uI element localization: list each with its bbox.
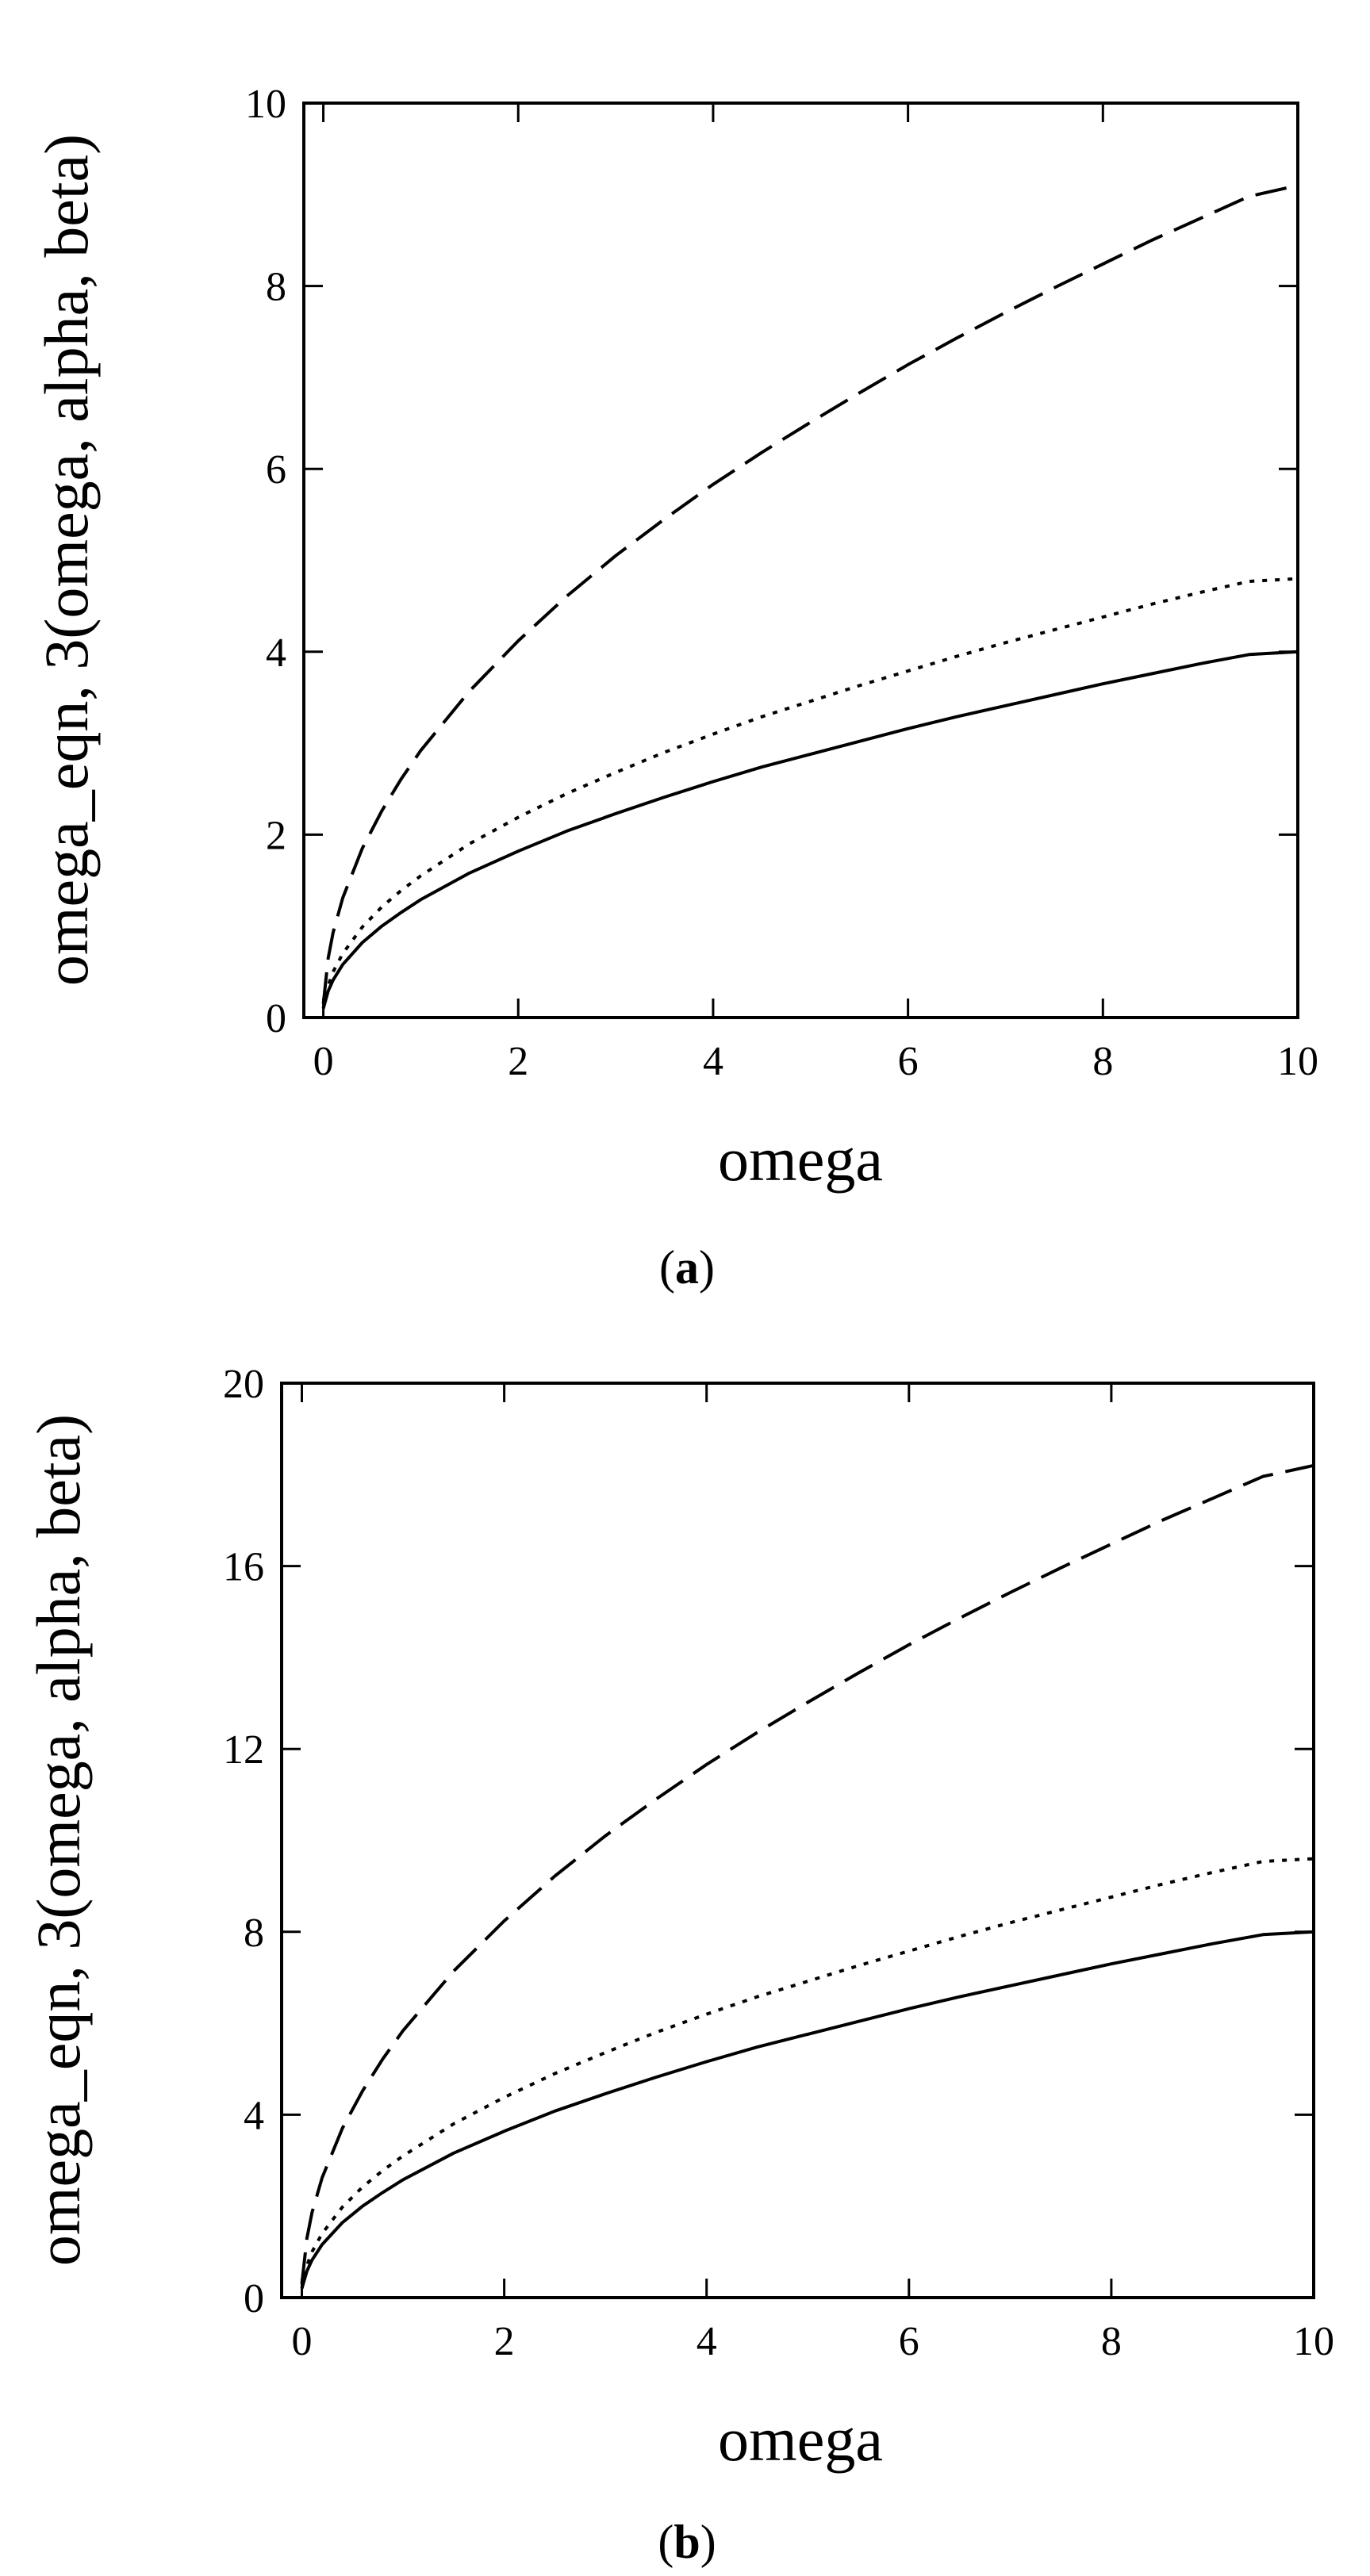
x-tick-label-b-0: 0 <box>292 2319 313 2364</box>
y-tick-label-a-2: 2 <box>266 813 286 858</box>
y-tick-label-a-8: 8 <box>266 265 286 310</box>
y-tick-label-a-6: 6 <box>266 447 286 493</box>
series-line-b-solid <box>300 1930 1314 2290</box>
panel-label-b: (b) <box>658 2516 716 2568</box>
axis-ticks-b: 0 2 4 6 8 10 0 4 8 12 16 20 <box>223 1362 1334 2364</box>
x-tick-label-a-6: 6 <box>898 1039 919 1084</box>
x-tick-label-a-10: 10 <box>1277 1039 1318 1084</box>
series-line-a-dotted <box>321 577 1299 1009</box>
x-axis-title-a: omega <box>718 1125 883 1194</box>
panel-b: 0 2 4 6 8 10 0 4 8 12 16 20 omega omega_eqn, 3(omeg… <box>24 1362 1334 2568</box>
y-tick-label-b-4: 4 <box>244 2093 264 2138</box>
plot-frame-a <box>302 102 1299 1019</box>
series-line-a-dashed <box>321 183 1299 1004</box>
x-tick-label-b-10: 10 <box>1293 2319 1334 2364</box>
series-line-a-solid <box>321 650 1299 1010</box>
y-axis-title-b: omega_eqn, 3(omega, alpha, beta) <box>24 1414 93 2266</box>
x-tick-label-b-4: 4 <box>697 2319 717 2364</box>
x-tick-label-a-0: 0 <box>313 1039 334 1084</box>
x-axis-title-b: omega <box>718 2405 883 2474</box>
x-tick-label-a-8: 8 <box>1092 1039 1113 1084</box>
series-group-b <box>300 1463 1314 2290</box>
x-tick-label-a-2: 2 <box>508 1039 528 1084</box>
y-tick-label-b-0: 0 <box>244 2276 264 2321</box>
x-tick-label-b-8: 8 <box>1101 2319 1122 2364</box>
y-tick-label-a-4: 4 <box>266 631 286 676</box>
x-tick-label-b-2: 2 <box>494 2319 515 2364</box>
y-tick-label-b-20: 20 <box>223 1362 264 1407</box>
y-tick-label-b-16: 16 <box>223 1545 264 1590</box>
y-axis-title-a: omega_eqn, 3(omega, alpha, beta) <box>32 134 101 986</box>
x-tick-label-b-6: 6 <box>899 2319 919 2364</box>
axis-ticks-a: 0 2 4 6 8 10 0 2 4 6 8 10 <box>245 82 1318 1084</box>
series-group-a <box>321 183 1299 1010</box>
y-tick-label-b-8: 8 <box>244 1911 264 1956</box>
panel-label-a: (a) <box>659 1241 715 1294</box>
x-tick-label-a-4: 4 <box>703 1039 723 1084</box>
y-tick-label-a-0: 0 <box>266 996 286 1041</box>
plot-frame-b <box>280 1382 1315 2299</box>
series-line-b-dashed <box>300 1463 1314 2284</box>
y-tick-label-a-10: 10 <box>245 82 286 127</box>
series-line-b-dotted <box>300 1857 1314 2289</box>
panel-a: 0 2 4 6 8 10 0 2 4 6 8 10 omega omega_eqn, 3(omega,… <box>32 82 1318 1294</box>
y-tick-label-b-12: 12 <box>223 1727 264 1773</box>
